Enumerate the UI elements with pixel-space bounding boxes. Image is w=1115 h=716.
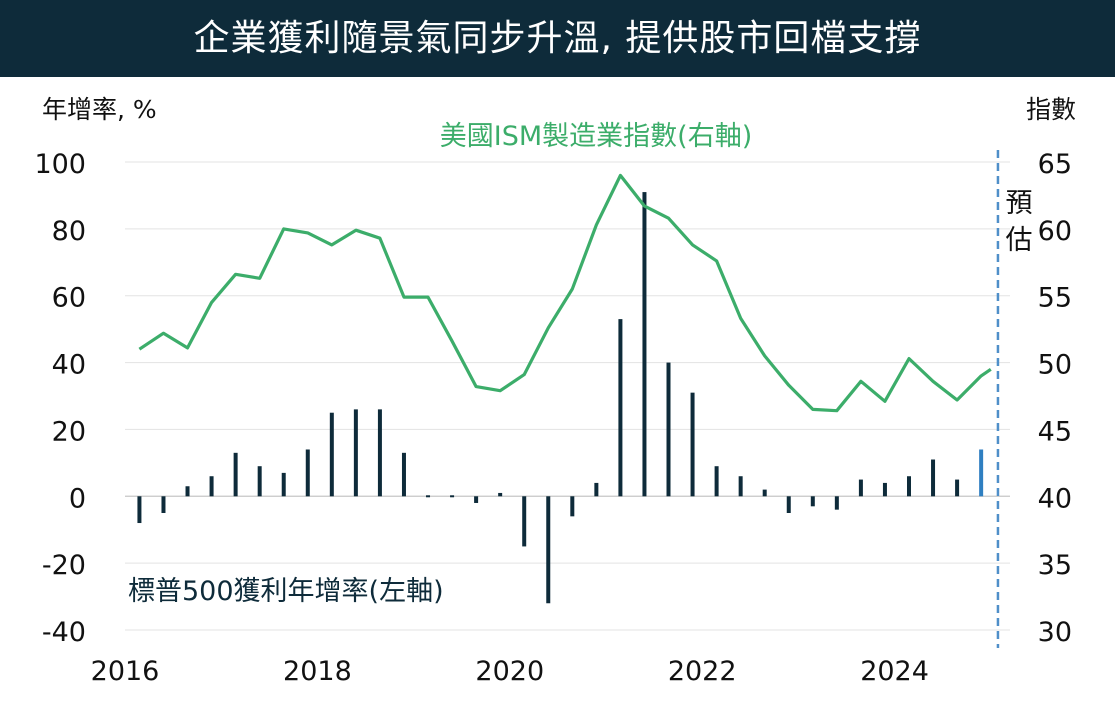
x-tick-label: 2020 [475,656,544,687]
bar [450,495,455,498]
bar [498,492,503,497]
left-tick-label: 40 [52,350,86,381]
bar [762,489,767,497]
bar [522,496,527,547]
x-tick-label: 2018 [283,656,352,687]
bar [185,486,190,497]
left-axis-label: 年增率, % [42,95,157,124]
x-tick-label: 2022 [668,656,737,687]
bar [353,409,358,497]
bar [233,452,238,497]
right-tick-label: 65 [1038,149,1072,180]
right-axis-label: 指數 [1026,95,1076,124]
right-tick-label: 30 [1038,617,1072,648]
bar [955,479,960,497]
forecast-label: 估 [1005,225,1032,256]
right-tick-label: 55 [1038,283,1072,314]
bar [161,496,166,513]
chart-title: 企業獲利隨景氣同步升溫, 提供股市回檔支撐 [193,18,922,59]
bar [474,496,479,503]
bar [834,496,839,510]
forecast-label: 預 [1005,188,1032,219]
left-tick-label: 20 [52,416,86,447]
ism-series-label: 美國ISM製造業指數(右軸) [440,121,752,152]
bar [642,192,647,497]
x-tick-label: 2016 [91,656,160,687]
bar [714,466,719,497]
bar [546,496,551,604]
bar [906,476,911,497]
bar [209,476,214,497]
bar [810,496,815,507]
bar [931,459,936,497]
left-tick-label: -20 [42,550,86,581]
bar-layer [137,192,984,604]
bar [401,452,406,497]
line-layer [138,173,992,413]
bar [882,482,887,497]
bar [738,476,743,497]
bar [618,319,623,497]
bar [690,392,695,497]
right-tick-label: 35 [1038,550,1072,581]
left-tick-label: 0 [69,483,86,514]
left-tick-label: -40 [42,617,86,648]
axis-layer: 100 80 60 40 20 0 -20 -40 65 60 55 50 45 40 35 30 2016 20… [34,149,1072,687]
bar [786,496,791,513]
bar [858,479,863,497]
bar [979,449,984,497]
bar [137,496,142,524]
bar [305,449,310,497]
eps-series-label: 標普500獲利年增率(左軸) [128,576,444,607]
bar [570,496,575,517]
right-tick-label: 50 [1038,350,1072,381]
bar [594,482,599,497]
bar [666,362,671,497]
ism-line [138,173,992,413]
right-tick-label: 40 [1038,483,1072,514]
bar [377,409,382,497]
bar [281,472,286,497]
bar [329,412,334,497]
right-tick-label: 60 [1038,216,1072,247]
bar [426,495,431,498]
left-tick-label: 60 [52,283,86,314]
title-bar [0,0,1115,77]
left-tick-label: 100 [34,149,86,180]
x-tick-label: 2024 [860,656,929,687]
left-tick-label: 80 [52,216,86,247]
bar [257,466,262,497]
right-tick-label: 45 [1038,416,1072,447]
